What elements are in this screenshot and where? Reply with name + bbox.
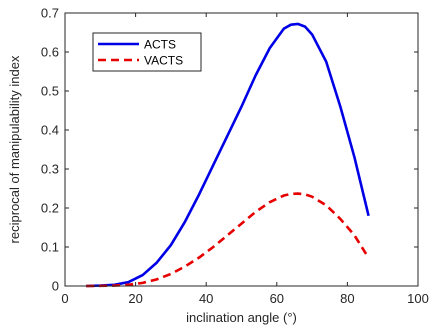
series-layer [86, 22, 370, 288]
y-tick-label: 0.2 [41, 201, 59, 216]
series-line-acts [86, 22, 370, 288]
y-tick-label: 0.6 [41, 45, 59, 60]
x-tick-label: 0 [61, 291, 68, 306]
x-tick-label: 60 [270, 291, 284, 306]
x-tick-label: 100 [407, 291, 429, 306]
y-axis-label: reciprocal of manipulability index [7, 55, 22, 243]
legend: ACTS VACTS [92, 32, 202, 72]
y-tick-label: 0.3 [41, 162, 59, 177]
x-tick-label: 80 [340, 291, 354, 306]
x-tick-label: 20 [128, 291, 142, 306]
y-tick-label: 0.1 [41, 240, 59, 255]
y-tick-label: 0 [52, 279, 59, 294]
x-tick-label: 40 [199, 291, 213, 306]
y-tick-label: 0.5 [41, 84, 59, 99]
axes-layer: 0 20 40 60 80 100 0 0.1 0.2 0.3 0.4 0.5 0.6 0.7 [41, 6, 429, 307]
legend-label-acts: ACTS [144, 38, 176, 52]
y-tick-label: 0.4 [41, 123, 59, 138]
axes-box [64, 12, 419, 287]
legend-label-vacts: VACTS [144, 54, 183, 68]
y-tick-label: 0.7 [41, 6, 59, 21]
legend-box [92, 32, 202, 72]
series-line-vacts [86, 192, 370, 288]
x-axis-label: inclination angle (°) [186, 310, 297, 325]
